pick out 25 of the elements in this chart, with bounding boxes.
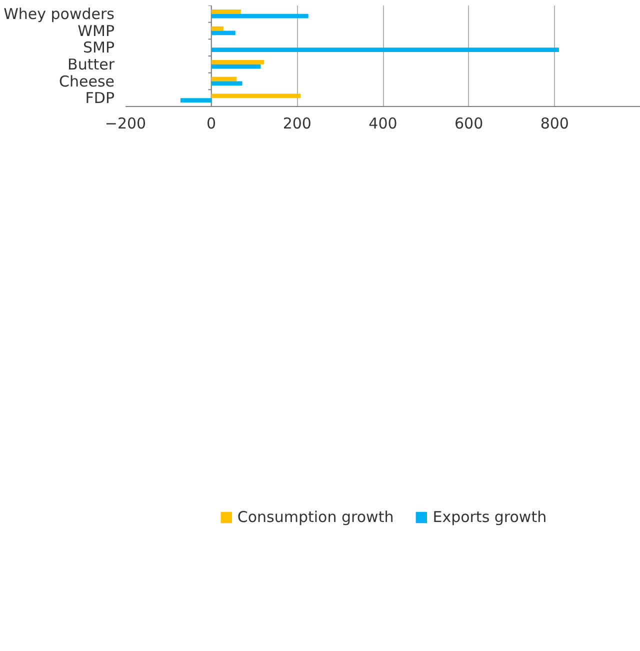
x-tick-label: 800 [540,114,569,132]
y-tick-label: FDP [85,89,115,108]
bar [211,48,559,52]
bar [211,14,308,18]
x-tick-label: 600 [454,114,484,132]
x-tick-label: 200 [282,114,312,132]
bar [211,30,236,36]
bar [211,60,264,64]
bar [211,10,241,14]
bar [180,98,212,102]
y-tick-label: SMP [82,38,115,57]
x-tick-label: −200 [104,114,146,132]
y-tick-label: Whey powders [4,4,115,23]
y-tick-label: Butter [68,55,116,74]
bar [211,76,237,82]
bar [211,26,224,31]
y-tick-label: WMP [78,22,115,40]
legend-label: Exports growth [432,508,547,526]
bar [211,81,242,86]
x-tick-label: 400 [368,114,398,132]
x-tick-label: 0 [206,114,216,132]
legend-label: Consumption growth [237,508,394,526]
bar [211,64,261,69]
y-tick-label: Cheese [59,72,115,90]
bar [211,94,301,98]
